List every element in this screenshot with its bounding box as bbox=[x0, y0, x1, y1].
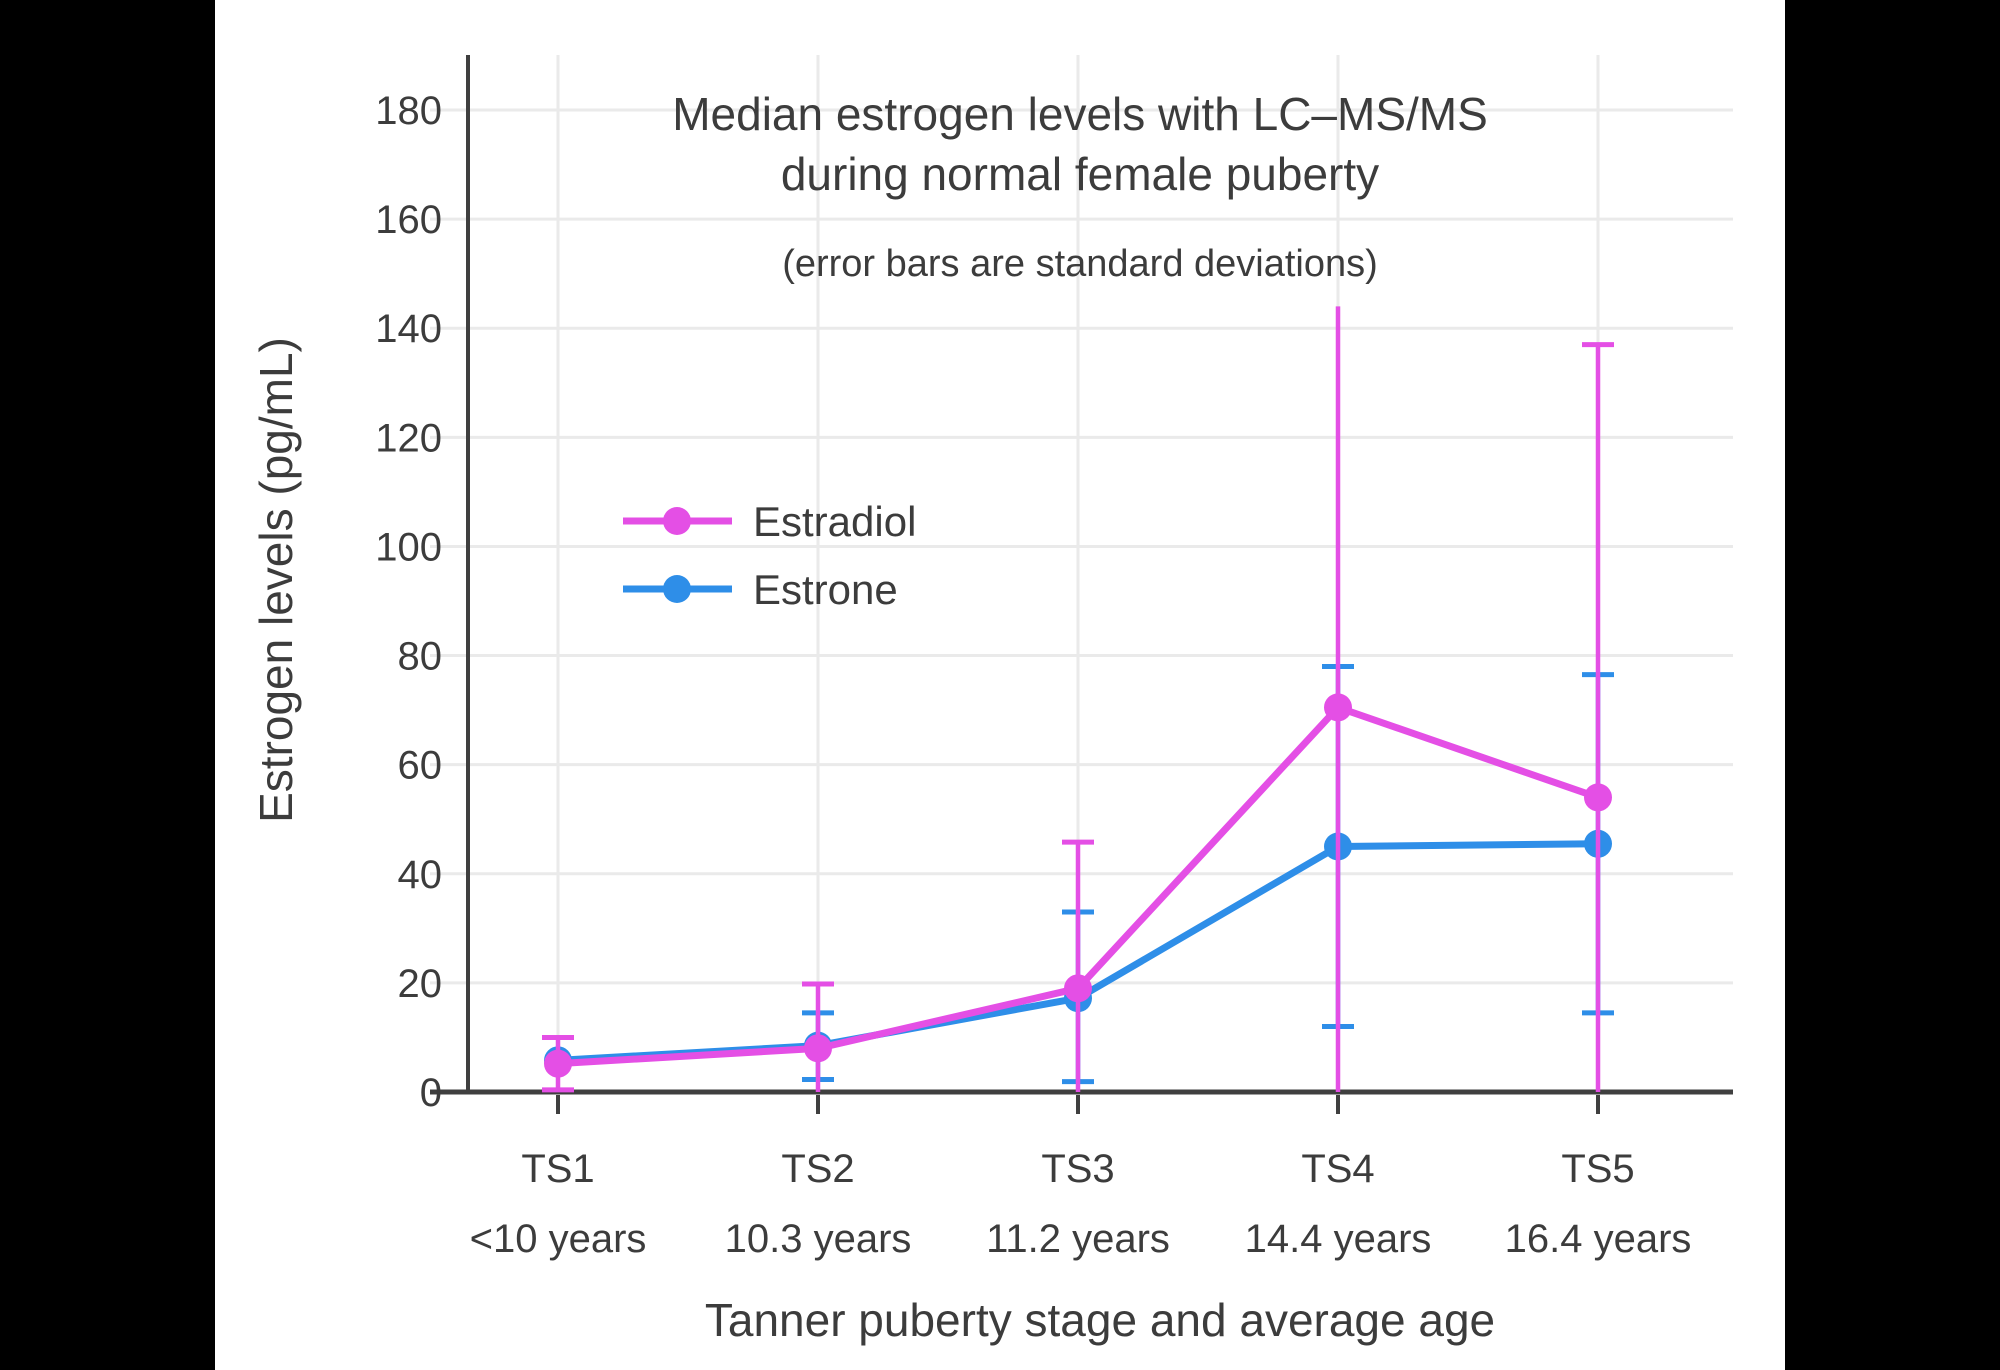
legend-marker-sample bbox=[663, 575, 691, 603]
chart-title-line1: Median estrogen levels with LC–MS/MS bbox=[672, 88, 1488, 140]
data-point-estradiol-TS2 bbox=[804, 1034, 832, 1063]
data-point-estradiol-TS3 bbox=[1064, 974, 1092, 1003]
x-age-label-TS5: 16.4 years bbox=[1505, 1217, 1692, 1261]
y-tick-label-40: 40 bbox=[398, 853, 443, 897]
error-bar-estradiol-TS3 bbox=[1062, 839, 1094, 1092]
y-tick-label-0: 0 bbox=[420, 1071, 442, 1115]
error-bar-estradiol-TS5 bbox=[1582, 342, 1614, 1092]
titles: Tanner puberty stage and average age Estr… bbox=[250, 88, 1495, 1346]
legend-label-estrone: Estrone bbox=[753, 566, 898, 613]
x-stage-label-TS4: TS4 bbox=[1301, 1147, 1374, 1191]
y-tick-label-180: 180 bbox=[375, 89, 442, 133]
x-stage-label-TS2: TS2 bbox=[781, 1147, 854, 1191]
chart-panel bbox=[215, 0, 1785, 1370]
axis-labels: 0 20 40 60 80 100 120 140 160 180 TS1 <10 years TS2 1… bbox=[375, 89, 1691, 1261]
legend-label-estradiol: Estradiol bbox=[753, 498, 916, 545]
y-axis-title: Estrogen levels (pg/mL) bbox=[250, 337, 302, 823]
x-age-label-TS3: 11.2 years bbox=[986, 1217, 1170, 1261]
x-age-label-TS1: <10 years bbox=[470, 1217, 647, 1261]
y-tick-label-20: 20 bbox=[398, 962, 443, 1006]
y-tick-label-140: 140 bbox=[375, 307, 442, 351]
legend: Estradiol Estrone bbox=[623, 498, 916, 613]
y-tick-label-80: 80 bbox=[398, 635, 443, 679]
x-stage-label-TS1: TS1 bbox=[521, 1147, 594, 1191]
x-age-label-TS4: 14.4 years bbox=[1245, 1217, 1432, 1261]
data-point-estradiol-TS4 bbox=[1324, 693, 1352, 722]
axes bbox=[430, 55, 1733, 1114]
x-stage-label-TS5: TS5 bbox=[1561, 1147, 1634, 1191]
legend-item-estradiol[interactable]: Estradiol bbox=[623, 498, 916, 545]
data-point-estradiol-TS5 bbox=[1584, 783, 1612, 812]
x-age-label-TS2: 10.3 years bbox=[725, 1217, 912, 1261]
chart-subtitle: (error bars are standard deviations) bbox=[782, 243, 1378, 285]
legend-item-estrone[interactable]: Estrone bbox=[623, 566, 898, 613]
y-tick-label-60: 60 bbox=[398, 744, 443, 788]
x-stage-label-TS3: TS3 bbox=[1041, 1147, 1114, 1191]
data-point-estradiol-TS1 bbox=[544, 1049, 572, 1078]
x-axis-title: Tanner puberty stage and average age bbox=[705, 1294, 1495, 1346]
data-series bbox=[542, 306, 1614, 1093]
y-tick-label-160: 160 bbox=[375, 198, 442, 242]
legend-marker-sample bbox=[663, 507, 691, 535]
chart-title-line2: during normal female puberty bbox=[781, 148, 1379, 200]
y-tick-label-100: 100 bbox=[375, 525, 442, 569]
y-tick-label-120: 120 bbox=[375, 416, 442, 460]
